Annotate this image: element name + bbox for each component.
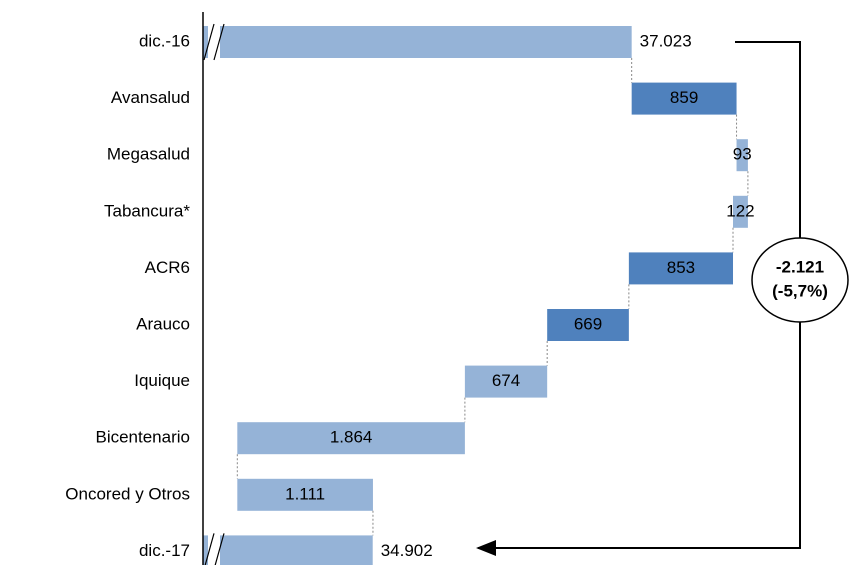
change-percent: (-5,7%) (772, 281, 828, 300)
category-label: dic.-17 (139, 541, 190, 560)
category-label: Tabancura* (104, 201, 190, 220)
value-label: 674 (492, 371, 520, 390)
value-label: 37.023 (640, 31, 692, 50)
category-label: dic.-16 (139, 31, 190, 50)
bar (203, 26, 632, 58)
total-change-arrow (476, 41, 801, 556)
bar (464, 365, 548, 398)
value-label: 34.902 (381, 541, 433, 560)
bar (631, 82, 737, 115)
category-label: ACR6 (145, 258, 190, 277)
axis-break-mark (213, 23, 225, 61)
category-label: Avansalud (111, 88, 190, 107)
category-label: Megasalud (107, 145, 190, 164)
value-label: 1.864 (330, 428, 373, 447)
change-bubble (751, 237, 849, 323)
value-label: 122 (726, 201, 754, 220)
bar (237, 478, 373, 511)
bar (547, 309, 629, 341)
category-label: Bicentenario (95, 428, 190, 447)
value-label: 93 (733, 145, 752, 164)
value-label: 859 (670, 88, 698, 107)
category-label: Iquique (134, 371, 190, 390)
change-value: -2.121 (776, 257, 824, 276)
value-label: 1.111 (285, 484, 325, 503)
axis-break-mark (204, 533, 215, 565)
category-label: Arauco (136, 314, 190, 333)
axis-break (208, 23, 220, 61)
category-label: Oncored y Otros (65, 484, 190, 503)
bar (237, 422, 465, 455)
bar (203, 535, 373, 565)
axis-break-mark (214, 533, 225, 565)
axis-break-mark (203, 23, 215, 61)
value-label: 853 (667, 258, 695, 277)
bar (736, 139, 748, 172)
bar (733, 195, 748, 228)
value-label: 669 (574, 314, 602, 333)
bar (628, 252, 734, 285)
